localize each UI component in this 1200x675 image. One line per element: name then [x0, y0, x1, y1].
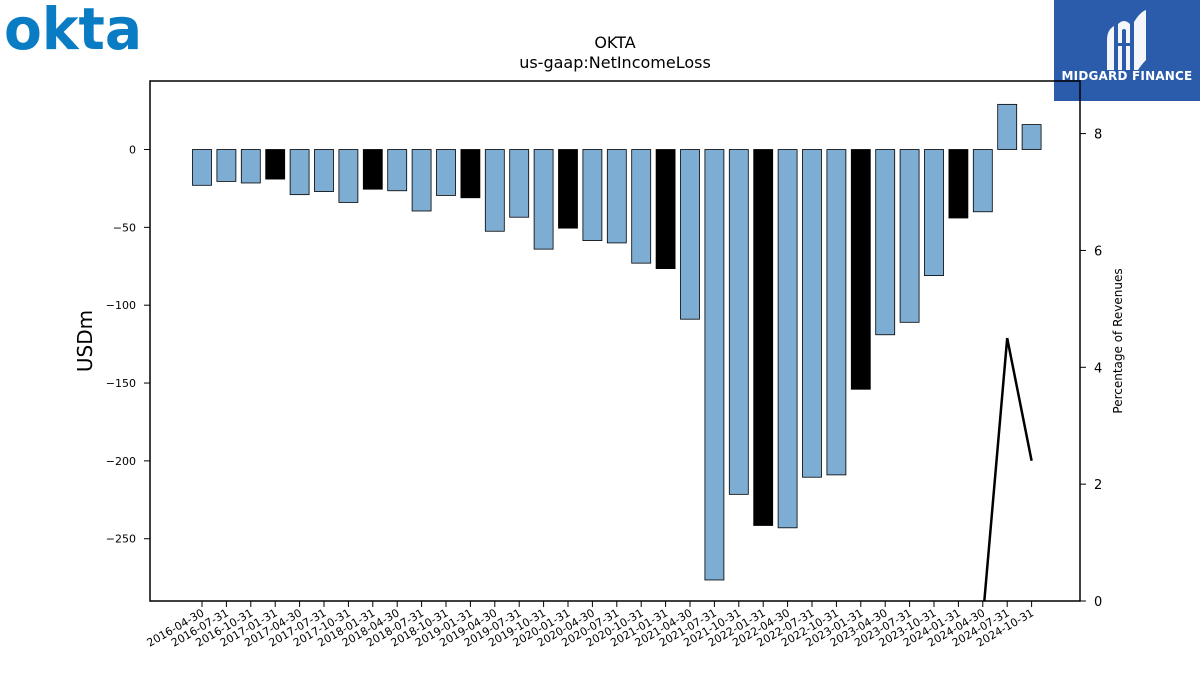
y-tick-label: −50 — [113, 221, 136, 234]
y2-tick-label: 8 — [1094, 128, 1102, 143]
bar-2017-01-31 — [265, 149, 286, 180]
bar-2018-07-31 — [411, 149, 432, 212]
bar-2023-07-31 — [899, 149, 920, 323]
y-tick-label: −200 — [106, 455, 136, 468]
bar-2017-04-30 — [289, 149, 310, 196]
bar-2018-04-30 — [387, 149, 408, 192]
y2-tick-label: 2 — [1094, 478, 1102, 493]
bar-2020-10-31 — [631, 149, 652, 264]
bar-2023-01-31 — [850, 149, 871, 390]
bar-2019-07-31 — [509, 149, 530, 218]
bar-2022-01-31 — [753, 149, 774, 526]
bar-2023-04-30 — [875, 149, 896, 336]
y2-axis-label: Percentage of Revenues — [1111, 268, 1125, 413]
bar-2021-10-31 — [728, 149, 749, 495]
y-tick-label: −100 — [106, 299, 136, 312]
bar-2018-10-31 — [436, 149, 456, 196]
bar-2021-01-31 — [655, 149, 676, 269]
y-tick-label: −250 — [106, 533, 136, 546]
y2-tick-label: 6 — [1094, 244, 1102, 259]
bar-2019-04-30 — [484, 149, 505, 232]
midgard-finance-badge: MIDGARD FINANCE — [1054, 0, 1200, 101]
bar-2024-07-31 — [997, 103, 1018, 150]
y2-tick-label: 4 — [1094, 361, 1102, 376]
bar-2016-04-30 — [192, 149, 212, 186]
bar-2018-01-31 — [362, 149, 383, 190]
bar-2022-07-31 — [802, 149, 822, 478]
badge-title: MIDGARD FINANCE — [1061, 69, 1193, 83]
bar-2022-10-31 — [826, 149, 847, 476]
bar-2024-04-30 — [972, 149, 993, 213]
chart-subtitle: us-gaap:NetIncomeLoss — [519, 53, 711, 72]
midgard-emblem-icon — [1107, 10, 1146, 70]
okta-logo-text: okta — [4, 2, 142, 54]
okta-logo: okta — [4, 2, 142, 54]
bar-2017-07-31 — [314, 149, 334, 192]
bar-2019-01-31 — [460, 149, 481, 199]
bar-2016-10-31 — [240, 149, 261, 184]
bar-2020-04-30 — [582, 149, 603, 241]
y-tick-label: 0 — [129, 144, 136, 157]
bar-2019-10-31 — [533, 149, 554, 250]
percentage-of-revenues-line — [983, 337, 1033, 601]
bar-2024-10-31 — [1021, 124, 1042, 150]
bar-2023-10-31 — [924, 149, 944, 277]
bar-2020-01-31 — [558, 149, 578, 229]
bar-2021-07-31 — [704, 149, 725, 581]
bar-2024-01-31 — [948, 149, 969, 219]
bar-2017-10-31 — [338, 149, 359, 203]
bar-2022-04-30 — [777, 149, 798, 529]
y2-tick-label: 0 — [1094, 595, 1102, 610]
bar-2021-04-30 — [680, 149, 700, 320]
y-tick-label: −150 — [106, 377, 136, 390]
bar-2016-07-31 — [216, 149, 237, 182]
y-axis-label: USDm — [73, 310, 97, 372]
plot-frame — [149, 80, 1081, 602]
chart-title: OKTA — [594, 33, 635, 52]
bar-2020-07-31 — [606, 149, 627, 244]
